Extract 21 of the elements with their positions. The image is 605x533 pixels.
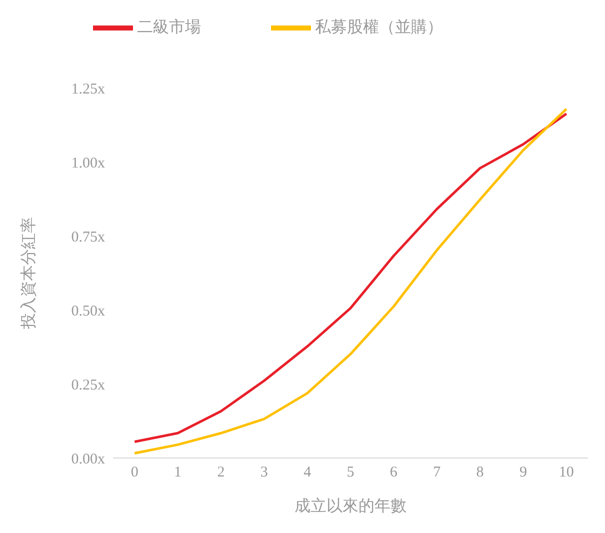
y-axis-title: 投入資本分紅率 — [20, 217, 38, 330]
x-tick-label: 0 — [130, 464, 138, 481]
x-tick-label: 5 — [346, 464, 354, 481]
legend-label: 私募股權（並購） — [315, 18, 443, 36]
y-tick-label: 0.00x — [71, 451, 106, 468]
x-tick-label: 3 — [260, 464, 268, 481]
x-tick-label: 8 — [476, 464, 484, 481]
x-tick-label: 4 — [304, 464, 312, 481]
y-tick-label: 0.50x — [71, 303, 106, 320]
y-tick-label: 1.25x — [71, 81, 106, 98]
x-tick-label: 7 — [433, 464, 442, 481]
y-tick-label: 1.00x — [71, 155, 106, 172]
x-tick-label: 6 — [390, 464, 398, 481]
y-tick-label: 0.75x — [71, 229, 106, 246]
legend-label: 二級市場 — [137, 18, 201, 36]
x-tick-label: 10 — [558, 464, 574, 481]
x-tick-label: 1 — [174, 464, 182, 481]
x-tick-label: 2 — [217, 464, 225, 481]
x-axis-title: 成立以來的年數 — [294, 497, 406, 515]
x-tick-label: 9 — [519, 464, 527, 481]
y-tick-label: 0.25x — [71, 377, 106, 394]
